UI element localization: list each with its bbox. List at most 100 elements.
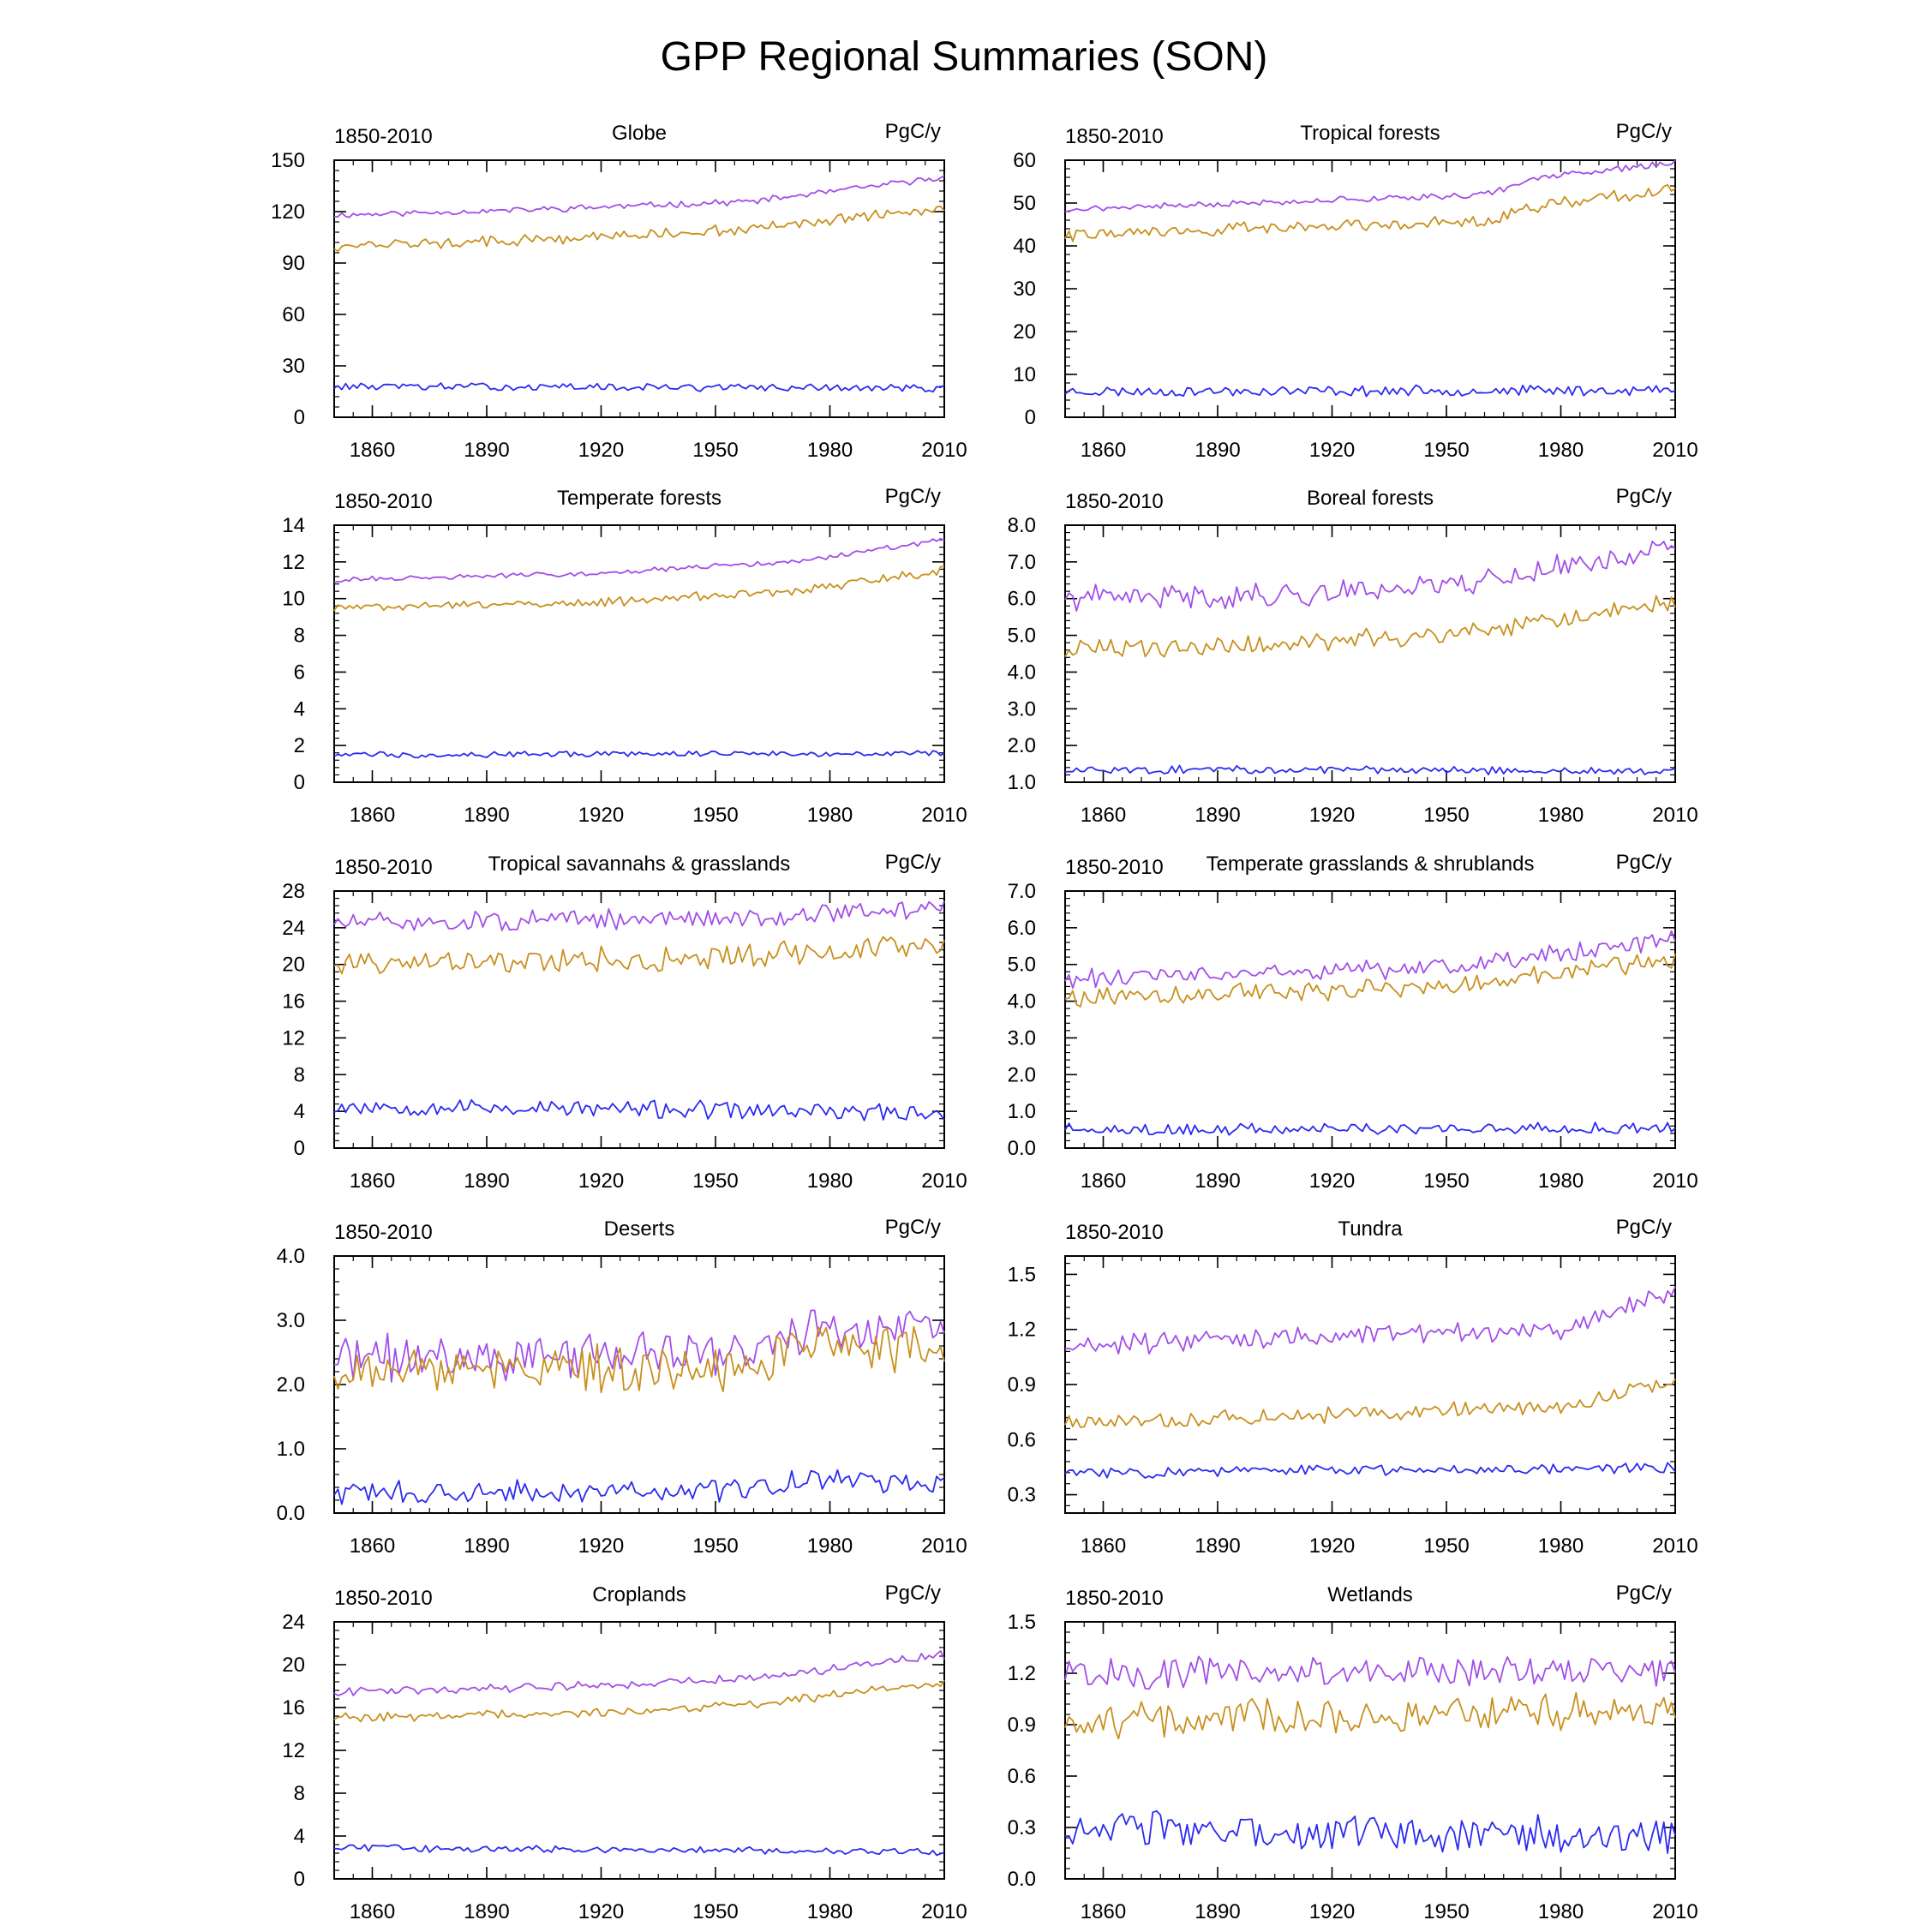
y-tick-label: 16 bbox=[282, 1696, 305, 1720]
panel-units: PgC/y bbox=[885, 1582, 941, 1605]
panel-title: Temperate forests bbox=[557, 487, 722, 510]
series-line-lower bbox=[1064, 1122, 1676, 1136]
x-tick-label: 1950 bbox=[1423, 439, 1469, 462]
x-tick-label: 1890 bbox=[464, 1900, 509, 1923]
x-tick-label: 1950 bbox=[1423, 804, 1469, 827]
x-tick-label: 1950 bbox=[1423, 1900, 1469, 1923]
x-tick-label: 2010 bbox=[1652, 1900, 1697, 1923]
x-tick-label: 1920 bbox=[578, 1900, 624, 1923]
panel-units: PgC/y bbox=[885, 120, 941, 143]
y-tick-label: 0 bbox=[1025, 406, 1036, 429]
y-tick-label: 0.6 bbox=[1008, 1428, 1036, 1451]
y-tick-label: 2 bbox=[294, 734, 305, 757]
series-line-lower bbox=[333, 1844, 945, 1857]
x-tick-label: 1950 bbox=[692, 1169, 738, 1193]
y-tick-label: 20 bbox=[282, 954, 305, 977]
series-line-lower bbox=[333, 382, 945, 393]
panel-period-label: 1850-2010 bbox=[334, 125, 433, 148]
y-tick-label: 1.2 bbox=[1008, 1319, 1036, 1342]
x-tick-label: 1890 bbox=[464, 1169, 509, 1193]
y-tick-label: 1.0 bbox=[1008, 1100, 1036, 1123]
x-tick-label: 1890 bbox=[464, 804, 509, 827]
x-tick-label: 1860 bbox=[1081, 804, 1126, 827]
x-tick-label: 1860 bbox=[1081, 1169, 1126, 1193]
y-tick-label: 40 bbox=[1013, 235, 1036, 258]
panel-title: Boreal forests bbox=[1307, 487, 1434, 510]
series-line-upper bbox=[333, 1309, 945, 1383]
series-line-middle bbox=[1064, 953, 1676, 1008]
panel-period-label: 1850-2010 bbox=[334, 490, 433, 513]
panel-units: PgC/y bbox=[1616, 485, 1672, 508]
panel-title: Wetlands bbox=[1327, 1583, 1413, 1606]
panel-5: 1860 1890 1920 1950 1980 2010 0 4 8 12 16 20 24 28 185… bbox=[282, 851, 967, 1193]
x-tick-label: 2010 bbox=[921, 439, 967, 462]
y-tick-label: 0 bbox=[294, 771, 305, 794]
panel-units: PgC/y bbox=[885, 485, 941, 508]
y-tick-label: 20 bbox=[1013, 320, 1036, 344]
y-tick-label: 16 bbox=[282, 990, 305, 1014]
x-tick-label: 1860 bbox=[350, 439, 395, 462]
series-line-lower bbox=[333, 1468, 945, 1505]
y-tick-label: 1.0 bbox=[277, 1438, 305, 1461]
series-line-lower bbox=[333, 750, 945, 759]
x-tick-label: 1980 bbox=[1538, 1169, 1584, 1193]
series-line-upper bbox=[333, 900, 945, 931]
y-tick-label: 0.6 bbox=[1008, 1765, 1036, 1788]
y-tick-label: 0.0 bbox=[1008, 1137, 1036, 1160]
x-tick-label: 1860 bbox=[1081, 1900, 1126, 1923]
panel-units: PgC/y bbox=[1616, 851, 1672, 874]
y-tick-label: 1.2 bbox=[1008, 1662, 1036, 1685]
plot-frame bbox=[333, 159, 945, 418]
panel-period-label: 1850-2010 bbox=[1065, 125, 1164, 148]
panel-period-label: 1850-2010 bbox=[334, 1587, 433, 1610]
x-tick-label: 1890 bbox=[1195, 1169, 1240, 1193]
y-tick-label: 12 bbox=[282, 1739, 305, 1762]
series-line-lower bbox=[1064, 764, 1676, 775]
series-line-upper bbox=[333, 1650, 945, 1696]
y-tick-label: 4.0 bbox=[277, 1245, 305, 1268]
y-tick-label: 10 bbox=[282, 588, 305, 611]
y-tick-label: 1.5 bbox=[1008, 1263, 1036, 1286]
panel-units: PgC/y bbox=[1616, 1216, 1672, 1239]
x-tick-label: 1980 bbox=[1538, 439, 1584, 462]
x-tick-label: 2010 bbox=[921, 804, 967, 827]
x-tick-label: 1860 bbox=[350, 1900, 395, 1923]
figure-title: GPP Regional Summaries (SON) bbox=[661, 34, 1268, 80]
y-tick-label: 0.9 bbox=[1008, 1714, 1036, 1737]
x-tick-label: 1920 bbox=[1309, 1534, 1355, 1558]
series-line-upper bbox=[333, 175, 945, 218]
x-tick-label: 1890 bbox=[1195, 439, 1240, 462]
series-line-middle bbox=[333, 1679, 945, 1723]
x-tick-label: 1950 bbox=[692, 1900, 738, 1923]
panel-period-label: 1850-2010 bbox=[1065, 1587, 1164, 1610]
plot-frame bbox=[333, 1621, 945, 1880]
y-tick-label: 0.3 bbox=[1008, 1484, 1036, 1507]
y-tick-label: 8 bbox=[294, 1063, 305, 1086]
x-tick-label: 1890 bbox=[464, 439, 509, 462]
y-tick-label: 30 bbox=[1013, 278, 1036, 301]
x-tick-label: 1980 bbox=[1538, 1900, 1584, 1923]
panel-period-label: 1850-2010 bbox=[334, 1221, 433, 1244]
panel-3: 1860 1890 1920 1950 1980 2010 0 2 4 6 8 10 12 14 1850-… bbox=[282, 485, 967, 827]
y-tick-label: 0.0 bbox=[1008, 1868, 1036, 1891]
y-tick-label: 6.0 bbox=[1008, 588, 1036, 611]
y-tick-label: 8 bbox=[294, 1782, 305, 1805]
series-line-upper bbox=[333, 537, 945, 583]
y-tick-label: 4 bbox=[294, 1825, 305, 1848]
panel-9: 1860 1890 1920 1950 1980 2010 0 4 8 12 16 20 24 1850-… bbox=[282, 1582, 967, 1923]
y-tick-label: 12 bbox=[282, 551, 305, 574]
x-tick-label: 1980 bbox=[807, 1900, 853, 1923]
x-tick-label: 1950 bbox=[692, 804, 738, 827]
panel-title: Temperate grasslands & shrublands bbox=[1206, 852, 1535, 876]
panel-4: 1860 1890 1920 1950 1980 2010 1.0 2.0 3.0 4.0 5.0 6… bbox=[1008, 485, 1698, 827]
y-tick-label: 1.5 bbox=[1008, 1611, 1036, 1634]
x-tick-label: 1980 bbox=[807, 1534, 853, 1558]
y-tick-label: 120 bbox=[271, 200, 305, 224]
y-tick-label: 7.0 bbox=[1008, 551, 1036, 574]
x-tick-label: 1860 bbox=[1081, 1534, 1126, 1558]
y-tick-label: 7.0 bbox=[1008, 880, 1036, 903]
y-tick-label: 20 bbox=[282, 1654, 305, 1677]
panel-title: Tundra bbox=[1338, 1217, 1403, 1241]
y-tick-label: 6 bbox=[294, 661, 305, 684]
